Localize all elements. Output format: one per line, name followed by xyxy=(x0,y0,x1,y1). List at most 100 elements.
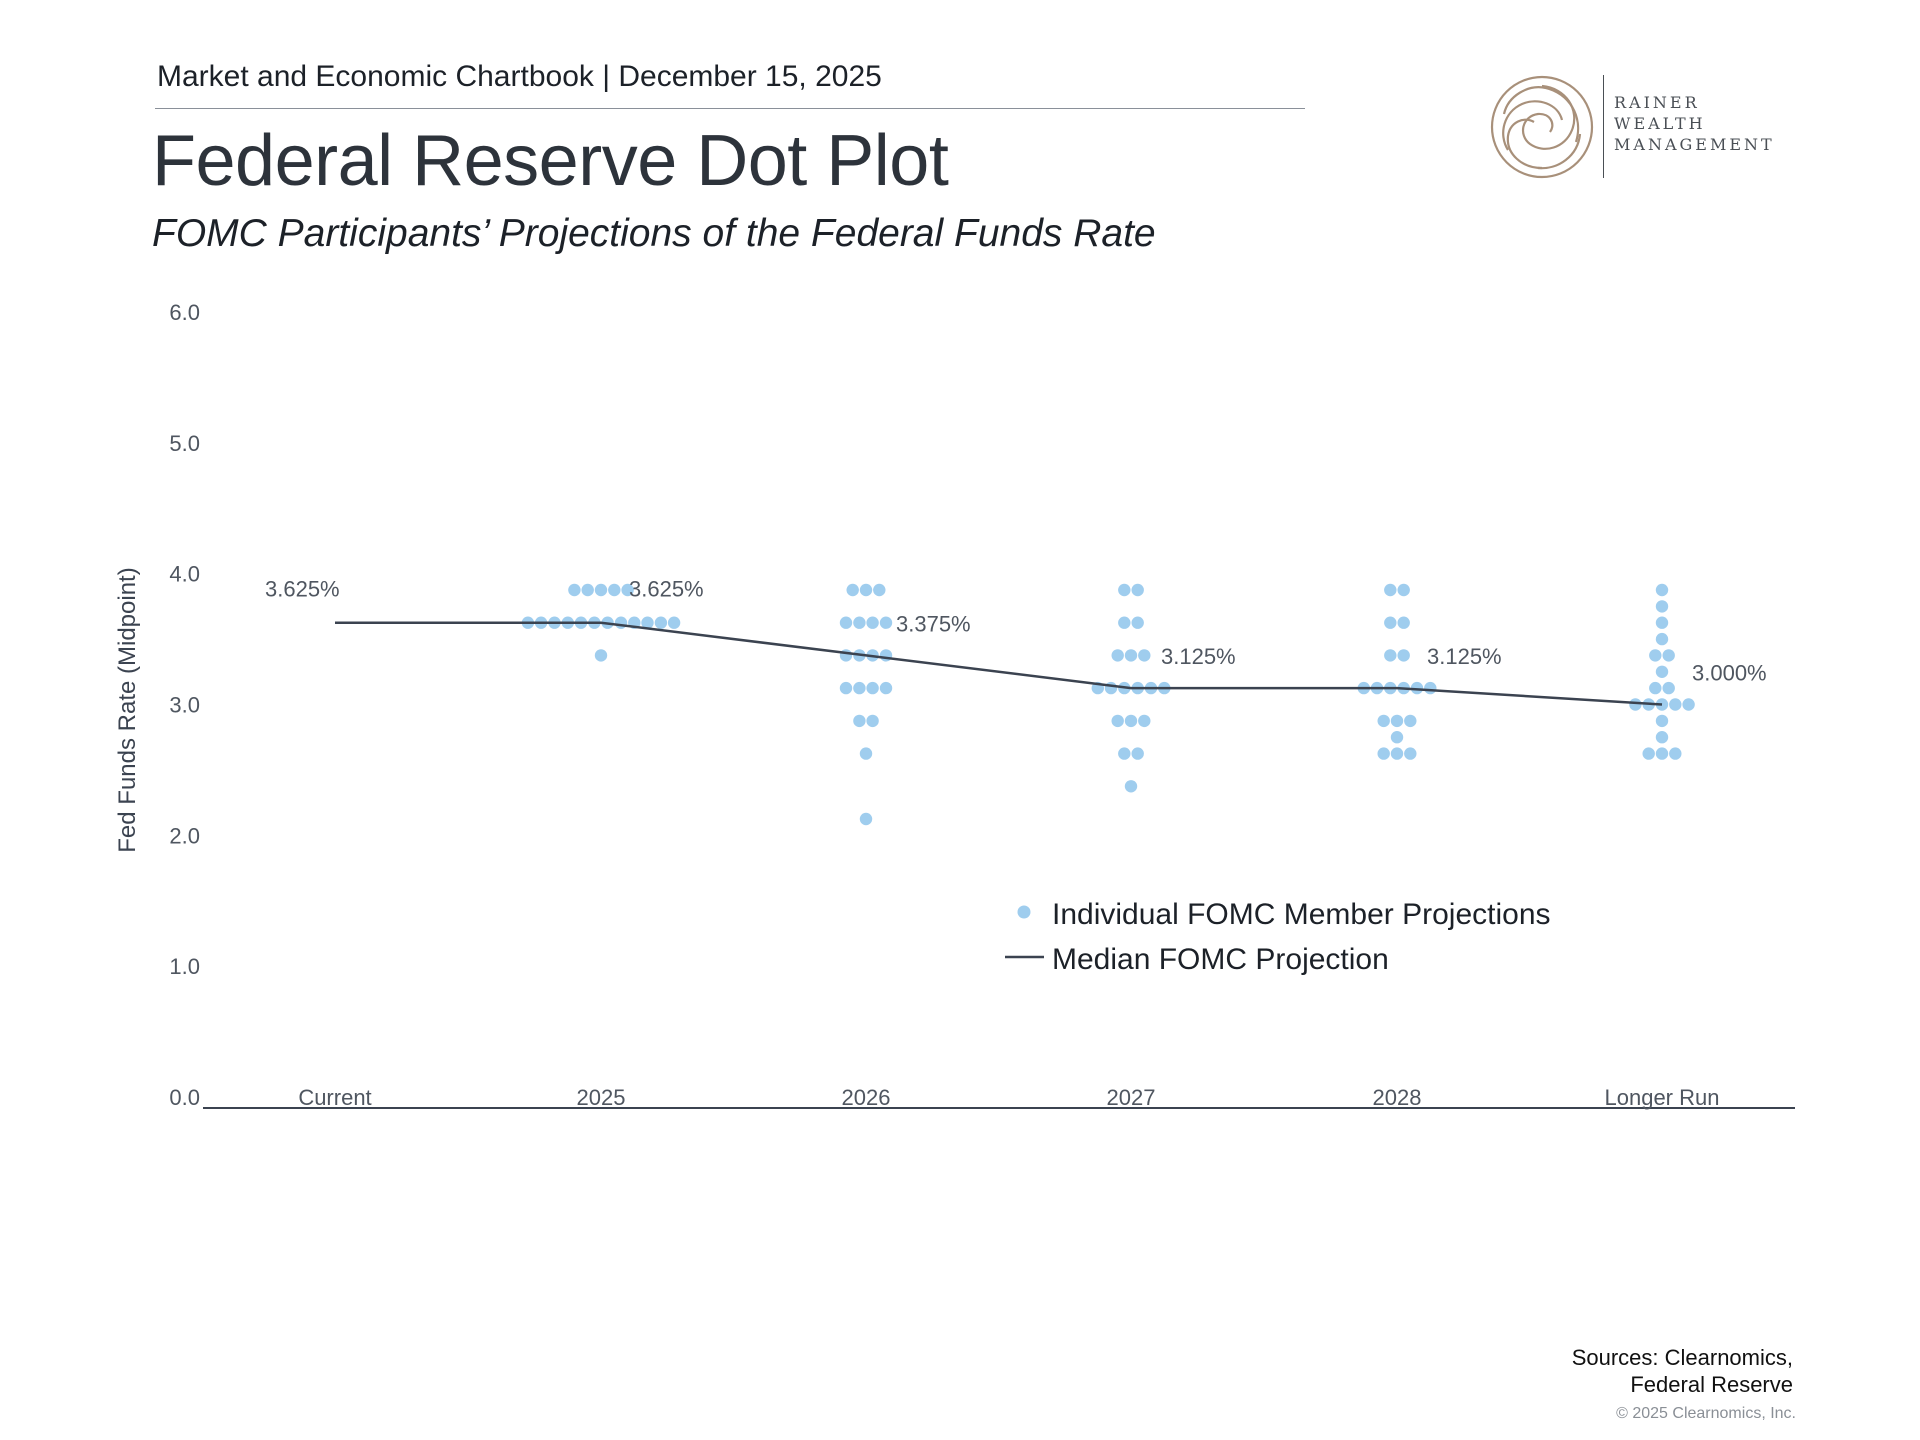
projection-dot xyxy=(608,583,621,597)
sources-line-2: Federal Reserve xyxy=(1630,1372,1793,1397)
projection-dot xyxy=(1104,681,1118,695)
logo-divider xyxy=(1603,75,1604,178)
x-tick-label: 2026 xyxy=(842,1085,891,1110)
projection-dot xyxy=(853,714,866,728)
logo-line-3: MANAGEMENT xyxy=(1614,135,1775,154)
projection-dot xyxy=(1404,747,1417,760)
projection-dot xyxy=(1390,714,1404,728)
projection-dot xyxy=(1124,649,1138,662)
y-tick-label: 1.0 xyxy=(169,954,200,979)
projection-dot xyxy=(1124,780,1138,793)
projection-dot xyxy=(1138,714,1151,728)
projection-dot xyxy=(1124,714,1138,728)
y-tick-label: 5.0 xyxy=(169,431,200,456)
projection-dot xyxy=(1655,600,1669,613)
projection-dot xyxy=(1424,681,1437,695)
median-value-label: 3.125% xyxy=(1427,644,1502,669)
projection-dot xyxy=(1384,616,1397,629)
logo-line-2: WEALTH xyxy=(1614,114,1706,133)
projection-dot xyxy=(1655,632,1669,646)
logo-line-1: RAINER xyxy=(1614,93,1700,112)
projection-dot xyxy=(879,681,893,695)
x-tick-label: Current xyxy=(298,1085,371,1110)
projection-dot xyxy=(1404,714,1417,728)
projection-dot xyxy=(839,681,853,695)
projection-dot xyxy=(667,616,681,629)
page-title: Federal Reserve Dot Plot xyxy=(152,121,949,201)
projection-dot xyxy=(1669,747,1682,760)
projection-dot xyxy=(581,583,594,597)
projection-dot xyxy=(839,649,853,662)
projection-dot xyxy=(1655,665,1669,678)
median-value-label: 3.125% xyxy=(1161,644,1236,669)
projection-dot xyxy=(1629,698,1642,711)
projection-dot xyxy=(846,583,859,597)
x-tick-label: 2025 xyxy=(577,1085,626,1110)
y-tick-label: 2.0 xyxy=(169,823,200,848)
x-tick-label: Longer Run xyxy=(1605,1085,1720,1110)
projection-dot xyxy=(1111,649,1124,662)
y-axis-ticks: 0.0 1.0 2.0 3.0 4.0 5.0 6.0 xyxy=(169,300,200,1110)
projection-dot xyxy=(1118,747,1131,760)
median-value-label: 3.375% xyxy=(896,611,971,636)
projection-dot xyxy=(873,583,886,597)
projection-dot xyxy=(859,583,873,597)
projection-dot xyxy=(1649,649,1662,662)
projection-dot xyxy=(654,616,668,629)
y-tick-label: 6.0 xyxy=(169,300,200,325)
legend-entry-median: Median FOMC Projection xyxy=(1052,943,1389,976)
copyright-note: © 2025 Clearnomics, Inc. xyxy=(1616,1405,1796,1422)
projection-dot xyxy=(1377,747,1390,760)
projection-dots xyxy=(521,583,1695,826)
projection-dot xyxy=(866,714,879,728)
projection-dot xyxy=(879,649,893,662)
projection-dot xyxy=(614,616,628,629)
page-subtitle: FOMC Participants’ Projections of the Fe… xyxy=(152,212,1156,255)
projection-dot xyxy=(1655,747,1669,760)
x-tick-label: 2028 xyxy=(1373,1085,1422,1110)
projection-dot xyxy=(1390,747,1404,760)
projection-dot xyxy=(1397,649,1410,662)
projection-dot xyxy=(1390,731,1404,744)
projection-dot xyxy=(1118,583,1131,597)
median-value-label: 3.000% xyxy=(1692,661,1767,686)
projection-dot xyxy=(859,747,873,760)
median-line xyxy=(335,621,1663,706)
projection-dot xyxy=(594,649,608,662)
projection-dot xyxy=(1655,583,1669,597)
projection-dot xyxy=(594,583,608,597)
projection-dot xyxy=(1662,649,1675,662)
median-value-label: 3.625% xyxy=(629,577,704,602)
projection-dot xyxy=(839,616,853,629)
projection-dot xyxy=(1131,583,1144,597)
projection-dot xyxy=(866,681,879,695)
y-tick-label: 3.0 xyxy=(169,693,200,718)
logo-wordmark: RAINER WEALTH MANAGEMENT xyxy=(1614,92,1775,155)
projection-dot xyxy=(1111,714,1124,728)
chart-legend: Individual FOMC Member Projections Media… xyxy=(1005,898,1551,976)
chartbook-date-line: Market and Economic Chartbook | December… xyxy=(157,60,882,93)
projection-dot xyxy=(1118,616,1131,629)
projection-dot xyxy=(853,616,866,629)
projection-dot xyxy=(1682,698,1695,711)
legend-dot-icon xyxy=(1017,905,1031,919)
x-tick-label: 2027 xyxy=(1107,1085,1156,1110)
y-tick-label: 0.0 xyxy=(169,1085,200,1110)
projection-dot xyxy=(1669,698,1682,711)
projection-dot xyxy=(1397,583,1410,597)
sources-line-1: Sources: Clearnomics, xyxy=(1571,1345,1793,1370)
header-divider xyxy=(155,108,1305,109)
projection-dot xyxy=(859,812,873,826)
projection-dot xyxy=(1662,681,1675,695)
projection-dot xyxy=(1131,616,1144,629)
x-axis-ticks: Current 2025 2026 2027 2028 Longer Run xyxy=(298,1085,1719,1110)
projection-dot xyxy=(1138,649,1151,662)
y-axis-label: Fed Funds Rate (Midpoint) xyxy=(114,567,141,852)
logo-swirl-icon xyxy=(1490,75,1594,179)
projection-dot xyxy=(1131,747,1144,760)
legend-entry-dots: Individual FOMC Member Projections xyxy=(1052,898,1551,931)
projection-dot xyxy=(621,583,634,597)
sources-note: Sources: Clearnomics, Federal Reserve xyxy=(1572,1344,1793,1398)
projection-dot xyxy=(1384,583,1397,597)
